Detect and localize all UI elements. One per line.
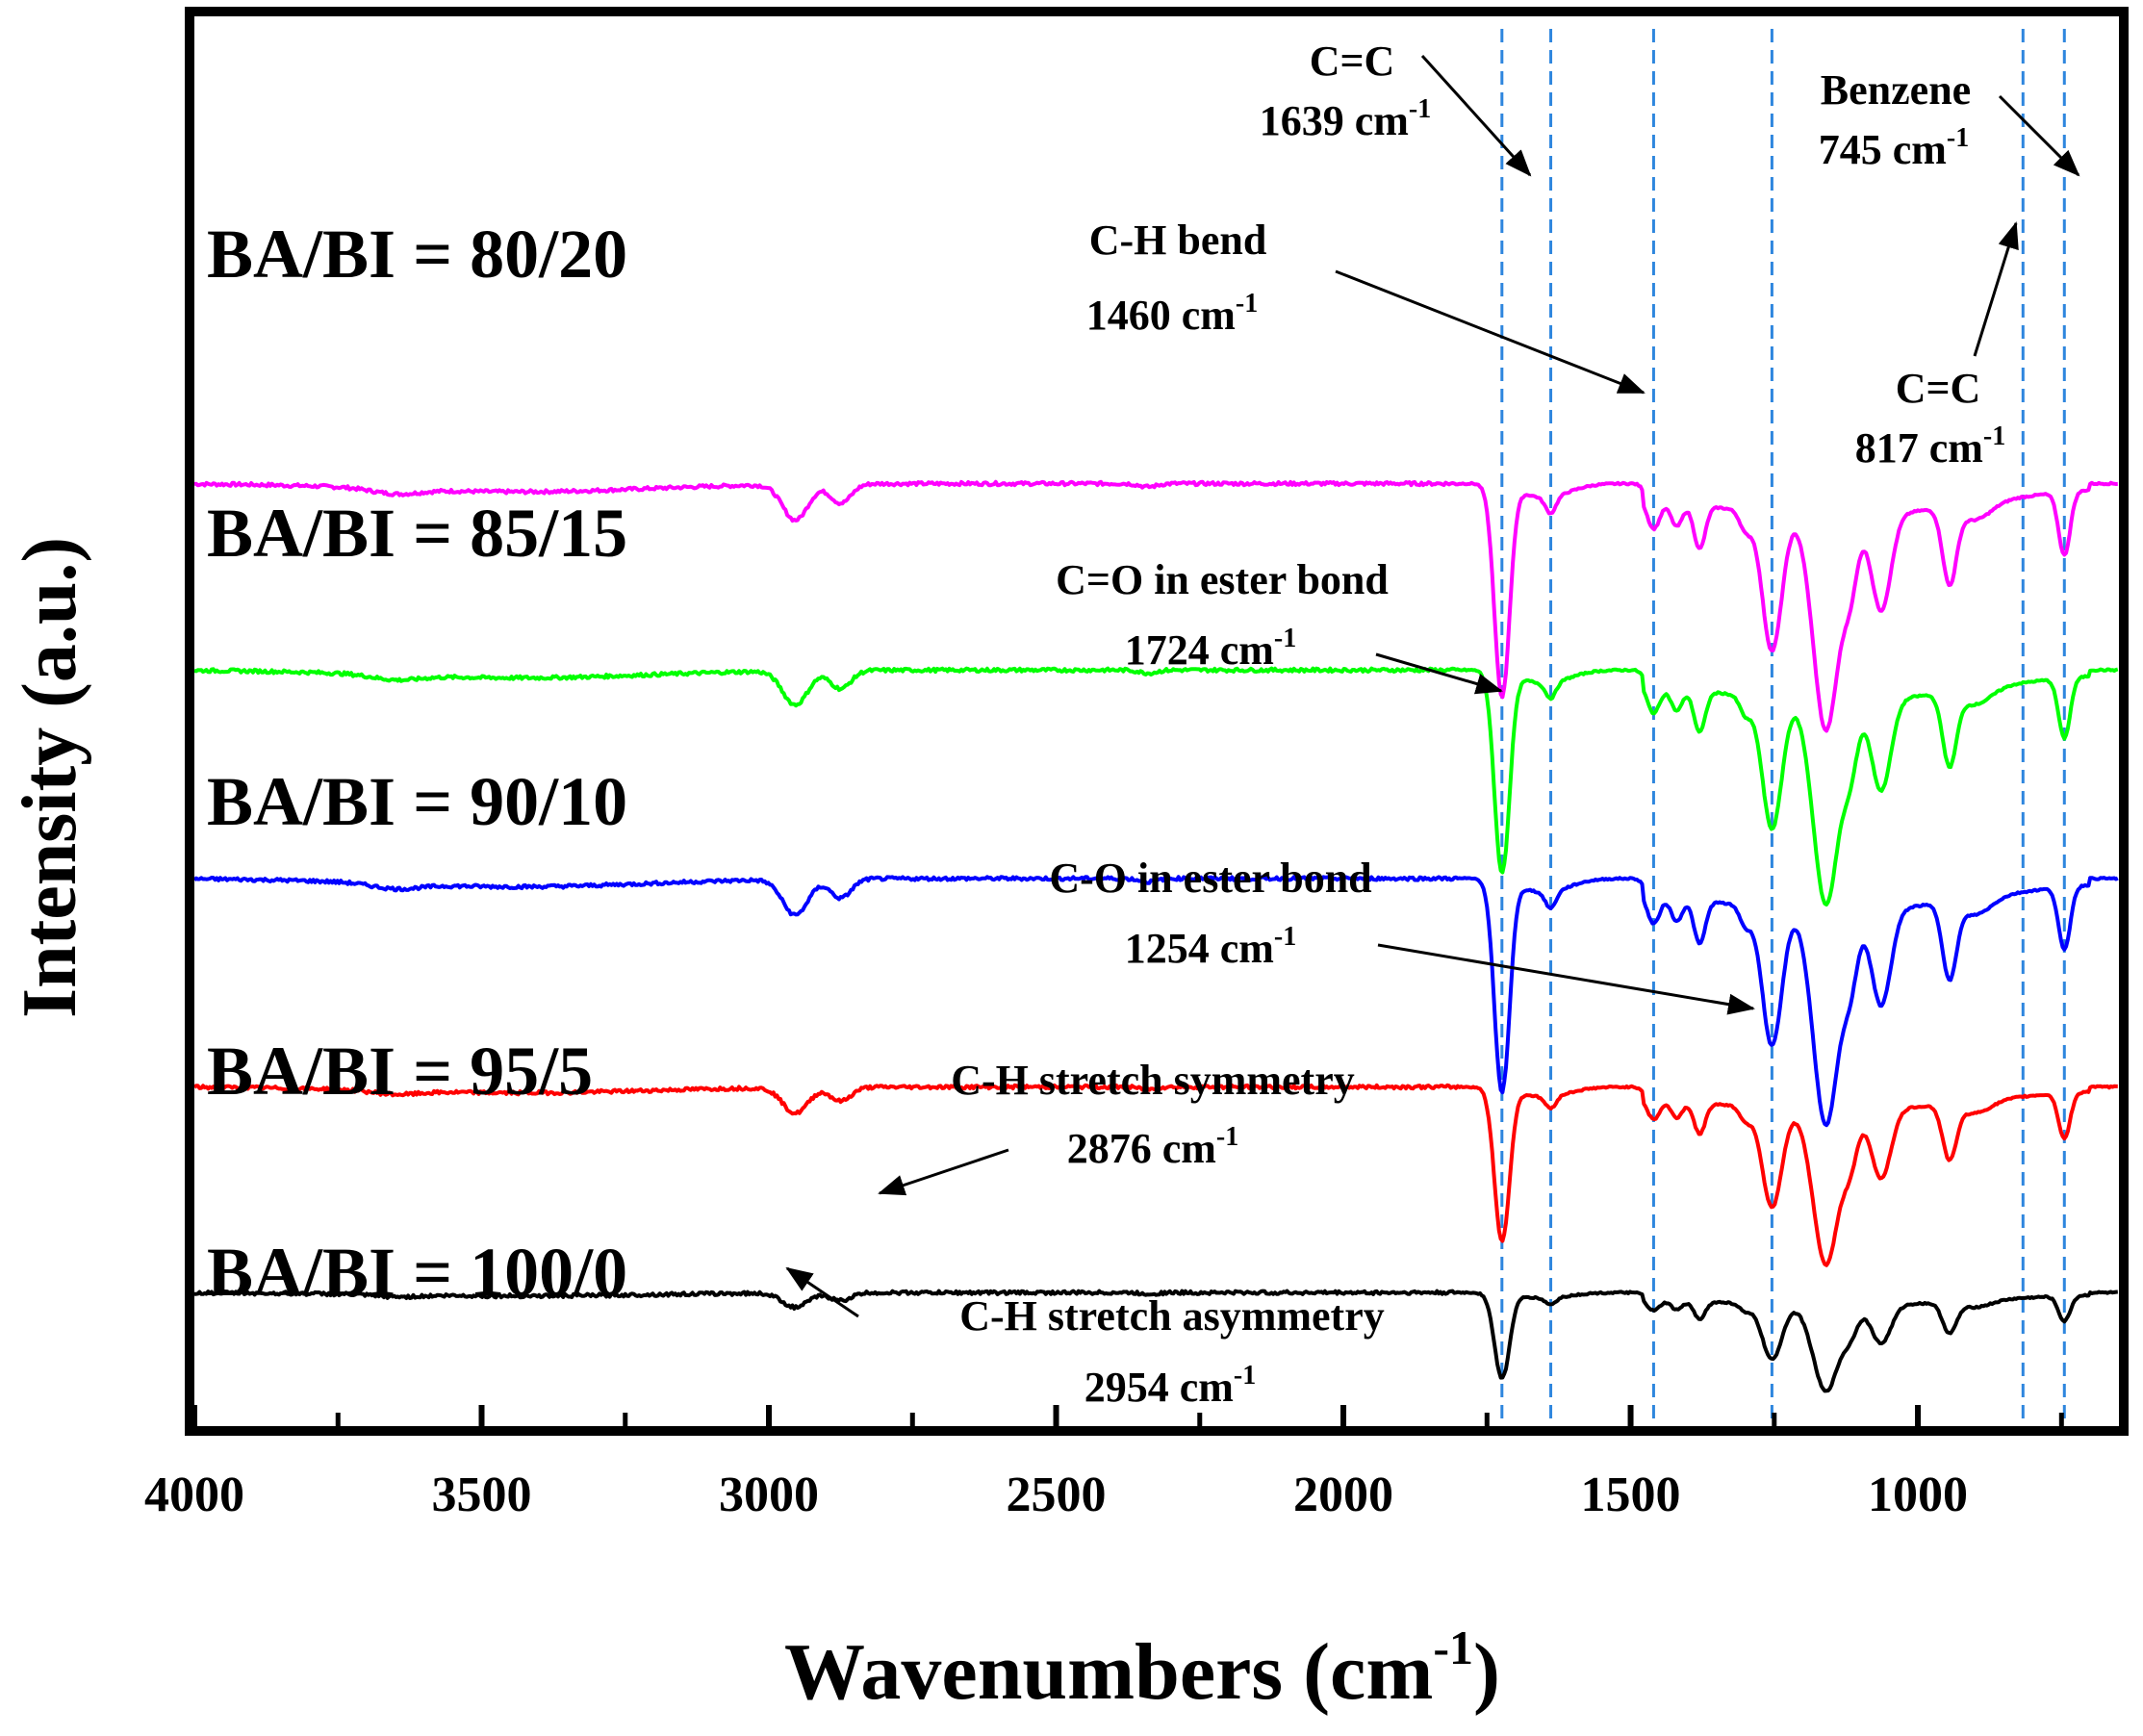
annotation-label: C-H stretch symmetry [951, 1057, 1354, 1104]
x-tick-label-2500: 2500 [1007, 1468, 1107, 1522]
annotation-value: 1639 cm-1 [1260, 94, 1432, 144]
sample-label-85-15: BA/BI = 85/15 [207, 495, 627, 572]
x-tick-label-4000: 4000 [144, 1468, 244, 1522]
annotation-arrow-3 [1973, 221, 2019, 357]
x-tick-label-1000: 1000 [1868, 1468, 1968, 1522]
annotation-arrow-6 [878, 1148, 1009, 1196]
annotation-value: 1724 cm-1 [1125, 624, 1297, 674]
annotation-c-h-stretch-sym-2876: C-H stretch symmetry 2876 cm-1 [951, 1057, 1354, 1172]
annotation-value: 817 cm-1 [1855, 421, 2006, 472]
x-axis-title-end: ) [1473, 1627, 1500, 1717]
annotation-value: 745 cm-1 [1819, 123, 1970, 173]
plot-frame [185, 7, 2129, 1436]
sample-label-80-20: BA/BI = 80/20 [207, 216, 627, 293]
annotation-arrows [785, 54, 2080, 1318]
series-line-3 [192, 1083, 2118, 1267]
sample-label-95-5: BA/BI = 95/5 [207, 1033, 593, 1110]
x-tick-label-3000: 3000 [719, 1468, 819, 1522]
x-tick-label-3500: 3500 [432, 1468, 532, 1522]
annotation-arrow-2 [1335, 269, 1646, 395]
annotation-label: C=O in ester bond [1056, 556, 1389, 603]
series-line-1 [193, 666, 2119, 906]
annotation-arrow-4 [1375, 652, 1503, 695]
annotation-c-h-bend-1460: C-H bend 1460 cm-1 [1086, 217, 1267, 339]
annotation-arrow-0 [1420, 54, 1532, 177]
x-axis-title: Wavenumbers (cm-1) [784, 1621, 1500, 1717]
annotation-label: C-O in ester bond [1049, 855, 1371, 902]
x-axis-ticks: 4000 3500 3000 2500 2000 1500 1000 [144, 1405, 2064, 1522]
sample-label-90-10: BA/BI = 90/10 [207, 763, 627, 840]
spectra [192, 479, 2119, 1393]
annotation-arrow-1 [1998, 94, 2080, 177]
annotation-c-c-1639: C=C 1639 cm-1 [1260, 38, 1432, 144]
annotation-value: 1460 cm-1 [1086, 289, 1259, 339]
annotation-value: 2876 cm-1 [1067, 1122, 1239, 1172]
annotation-arrow-7 [785, 1266, 859, 1318]
reference-lines [1500, 29, 2066, 1419]
annotation-label: C-H stretch asymmetry [959, 1292, 1384, 1340]
series-line-2 [192, 875, 2119, 1128]
series-line-0 [193, 479, 2118, 733]
x-axis-title-main: Wavenumbers (cm [784, 1627, 1433, 1717]
annotation-c-o-ester-1724: C=O in ester bond 1724 cm-1 [1056, 556, 1389, 674]
annotation-benzene-745: Benzene 745 cm-1 [1819, 66, 1971, 173]
annotation-c-h-stretch-asym-2954: C-H stretch asymmetry 2954 cm-1 [959, 1292, 1384, 1411]
annotation-c-c-817: C=C 817 cm-1 [1855, 365, 2006, 472]
annotation-value: 1254 cm-1 [1125, 922, 1297, 972]
series-line-4 [193, 1289, 2118, 1393]
x-tick-label-1500: 1500 [1581, 1468, 1681, 1522]
annotation-label: C=C [1896, 365, 1981, 412]
x-tick-label-2000: 2000 [1293, 1468, 1393, 1522]
annotation-c-o-single-ester-1254: C-O in ester bond 1254 cm-1 [1049, 855, 1371, 972]
annotation-label: Benzene [1821, 66, 1971, 114]
y-axis-title: Intensity (a.u.) [8, 537, 92, 1018]
annotation-label: C-H bend [1089, 217, 1267, 264]
annotation-value: 2954 cm-1 [1084, 1361, 1257, 1411]
annotation-arrow-5 [1377, 943, 1755, 1015]
x-axis-title-sup: -1 [1433, 1621, 1473, 1674]
sample-label-100-0: BA/BI = 100/0 [207, 1234, 627, 1311]
annotation-label: C=C [1310, 38, 1395, 85]
